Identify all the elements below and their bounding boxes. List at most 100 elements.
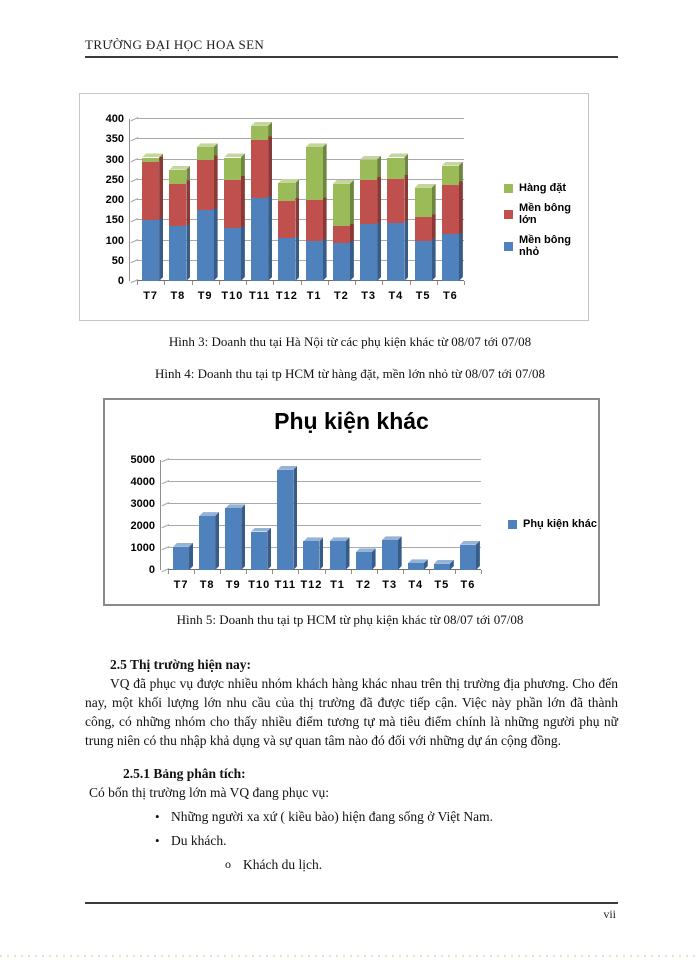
bar-column (403, 460, 429, 570)
bar-segment (360, 224, 378, 281)
bar-side-face (159, 153, 163, 281)
bar-segment (387, 157, 405, 179)
bar (303, 541, 319, 570)
x-axis-tick (436, 281, 438, 285)
bar-column (298, 460, 324, 570)
legend-label: Hàng đặt (519, 182, 567, 194)
bar-side-face (398, 536, 402, 570)
legend-item: Phụ kiện khác (508, 518, 597, 530)
bar-segment (142, 157, 160, 162)
bar-segment (223, 179, 241, 229)
chart-plot-area: 0 50 100 150 200 250 300 350 400 T7 T8 T9 T10 T11 T12 T… (106, 113, 465, 302)
bar-top-face (197, 143, 218, 147)
x-axis-tick (464, 281, 465, 285)
gridline (137, 280, 464, 281)
bar-side-face (476, 541, 480, 570)
bar-column (246, 119, 273, 281)
legend-item: Hàng đặt (504, 182, 588, 194)
bar-top-face (277, 466, 297, 470)
bar-segment (305, 200, 323, 241)
bar (381, 540, 398, 570)
bar (329, 541, 346, 570)
bar-column (355, 119, 382, 281)
bar-segment (407, 563, 424, 570)
chart-hcm-accessories-bar: Phụ kiện khác 0 1000 2000 3000 4000 5000 T7 T8 T… (103, 398, 600, 606)
legend-label: Mền bông lớn (519, 202, 571, 226)
bar-segment (225, 508, 242, 570)
bar-segment (329, 541, 346, 570)
x-axis-label: T3 (382, 579, 398, 591)
x-axis-tick (481, 570, 482, 574)
x-axis-label: T8 (199, 579, 215, 591)
sub-list-item-text: Khách du lịch. (243, 857, 323, 872)
y-axis-tick-label: 50 (111, 254, 124, 267)
bar (407, 563, 424, 570)
bar (441, 166, 459, 281)
chart-title: Phụ kiện khác (274, 408, 429, 434)
bar-segment (459, 544, 476, 570)
bar-top-face (415, 184, 436, 188)
y-axis-tick-label: 3000 (130, 498, 155, 510)
page-number: vii (603, 907, 616, 921)
gridline (168, 569, 481, 570)
bar-side-face (293, 466, 297, 570)
x-axis-tick (355, 281, 356, 285)
legend-label: Phụ kiện khác (523, 518, 597, 530)
bar-top-face (278, 179, 299, 183)
bar-top-face (356, 548, 376, 552)
y-axis-tick-label: 5000 (130, 454, 155, 466)
bar-top-face (142, 153, 163, 157)
x-axis-tick (382, 281, 384, 285)
bar (360, 160, 378, 281)
bullet-icon: • (155, 809, 160, 824)
x-axis-label: T7 (173, 579, 189, 591)
bar-segment (196, 159, 214, 211)
gridline (168, 503, 481, 504)
circle-bullet-icon: o (225, 857, 231, 871)
legend-label: Mền bông nhỏ (519, 234, 571, 258)
bar-column (377, 460, 403, 570)
page-header: TRƯỜNG ĐẠI HỌC HOA SEN (85, 37, 265, 52)
x-axis-label: T5 (434, 579, 450, 591)
y-axis-tick-label: 300 (105, 153, 124, 166)
chart-plot-area: 0 1000 2000 3000 4000 5000 T7 T8 T9 T10 T11 T12 T1 T2… (131, 454, 482, 591)
bar-segment (251, 531, 268, 570)
y-axis-tick-label: 100 (105, 234, 124, 247)
bar-segment (441, 184, 459, 235)
bar-side-face (267, 528, 271, 571)
gridline (168, 459, 481, 460)
bar-top-face (333, 180, 354, 184)
bar-segment (196, 147, 214, 160)
bar-column (324, 460, 350, 570)
x-axis-tick (409, 281, 411, 285)
bar-segment (278, 238, 296, 281)
bar-top-face (225, 504, 245, 508)
sub-list-item: o Khách du lịch. (225, 855, 618, 874)
x-axis-tick (324, 570, 326, 574)
bar-segment (305, 240, 323, 281)
bar-segment (277, 469, 294, 570)
section-heading: 2.5 Thị trường hiện nay: (110, 657, 251, 672)
x-axis-label: T6 (460, 579, 476, 591)
y-axis-tick-label: 2000 (130, 520, 155, 532)
bar-side-face (377, 156, 381, 282)
bar-top-face (442, 162, 463, 166)
bar-top-face (251, 528, 271, 532)
bar-segment (332, 226, 350, 243)
bar-segment (387, 223, 405, 281)
bar-top-face (460, 541, 480, 545)
bar-segment (278, 183, 296, 202)
figure-5-caption: Hình 5: Doanh thu tại tp HCM từ phụ kiện… (176, 612, 524, 627)
bar (459, 544, 476, 570)
x-axis-label: T6 (442, 290, 458, 302)
x-axis-tick (273, 281, 275, 285)
bar-segment (332, 183, 350, 227)
bars-row (137, 119, 465, 285)
list-item: • Du khách. (155, 831, 618, 850)
bar-segment (303, 541, 320, 570)
x-axis-label: T9 (225, 579, 241, 591)
gridline (137, 138, 464, 140)
gridline (168, 547, 481, 548)
bar-segment (332, 242, 350, 281)
y-axis-tick-label: 0 (117, 275, 124, 287)
